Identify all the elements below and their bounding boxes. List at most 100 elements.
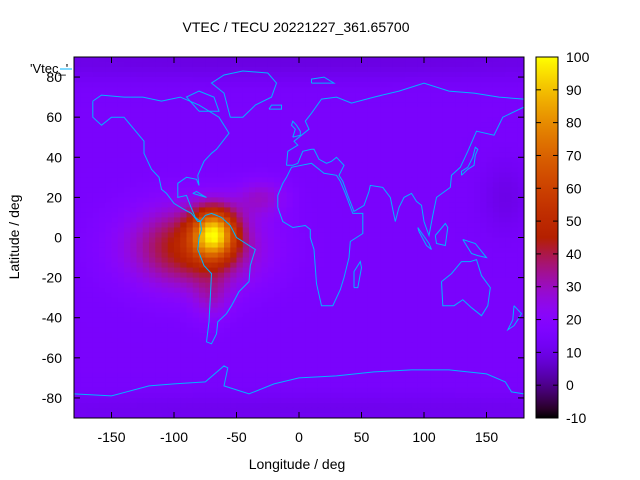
heatmap-cell <box>205 127 213 133</box>
heatmap-cell <box>486 282 494 289</box>
heatmap-cell <box>386 307 394 314</box>
heatmap-cell <box>417 132 425 138</box>
heatmap-cell <box>105 347 113 354</box>
heatmap-cell <box>180 222 188 229</box>
heatmap-cell <box>399 67 406 73</box>
heatmap-cell <box>411 112 419 118</box>
heatmap-cell <box>505 262 513 269</box>
heatmap-cell <box>80 357 88 364</box>
heatmap-cell <box>274 57 281 63</box>
heatmap-cell <box>349 112 356 118</box>
heatmap-cell <box>355 317 363 324</box>
heatmap-cell <box>461 142 469 148</box>
heatmap-cell <box>174 212 181 219</box>
heatmap-cell <box>261 242 269 249</box>
heatmap-cell <box>280 187 288 193</box>
heatmap-cell <box>386 257 394 264</box>
heatmap-cell <box>149 302 156 309</box>
heatmap-cell <box>355 172 363 178</box>
heatmap-cell <box>317 132 325 138</box>
heatmap-cell <box>111 232 119 239</box>
heatmap-cell <box>424 117 431 123</box>
heatmap-cell <box>155 57 163 63</box>
heatmap-cell <box>224 177 231 183</box>
heatmap-cell <box>199 402 206 409</box>
heatmap-cell <box>361 157 369 163</box>
heatmap-cell <box>180 237 188 244</box>
heatmap-cell <box>380 62 388 68</box>
heatmap-cell <box>155 277 163 284</box>
heatmap-cell <box>249 137 256 143</box>
heatmap-cell <box>474 212 481 219</box>
heatmap-cell <box>305 112 313 118</box>
heatmap-cell <box>130 292 138 299</box>
heatmap-cell <box>305 267 313 274</box>
heatmap-cell <box>255 222 263 229</box>
heatmap-cell <box>180 317 188 324</box>
heatmap-cell <box>149 122 156 128</box>
heatmap-cell <box>124 92 131 98</box>
heatmap-cell <box>80 122 88 128</box>
heatmap-cell <box>267 282 275 289</box>
heatmap-cell <box>405 232 413 239</box>
heatmap-cell <box>317 172 325 178</box>
heatmap-cell <box>311 57 319 63</box>
heatmap-cell <box>455 337 463 344</box>
heatmap-cell <box>355 297 363 304</box>
heatmap-cell <box>230 67 238 73</box>
heatmap-cell <box>92 177 100 183</box>
heatmap-cell <box>405 172 413 178</box>
heatmap-cell <box>374 257 381 264</box>
heatmap-cell <box>105 292 113 299</box>
heatmap-cell <box>236 377 244 384</box>
heatmap-cell <box>180 357 188 364</box>
heatmap-cell <box>111 347 119 354</box>
heatmap-cell <box>399 72 406 78</box>
heatmap-cell <box>449 342 456 349</box>
heatmap-cell <box>180 387 188 394</box>
heatmap-cell <box>286 177 294 183</box>
heatmap-cell <box>355 77 363 83</box>
heatmap-cell <box>280 382 288 389</box>
heatmap-cell <box>92 352 100 359</box>
heatmap-cell <box>499 187 506 193</box>
heatmap-cell <box>255 157 263 163</box>
heatmap-cell <box>111 147 119 153</box>
heatmap-cell <box>299 107 306 113</box>
heatmap-cell <box>461 222 469 229</box>
heatmap-cell <box>199 252 206 259</box>
heatmap-cell <box>505 297 513 304</box>
heatmap-cell <box>274 297 281 304</box>
heatmap-cell <box>424 277 431 284</box>
heatmap-cell <box>380 212 388 219</box>
heatmap-cell <box>511 242 519 249</box>
heatmap-cell <box>142 327 150 334</box>
heatmap-cell <box>467 312 475 319</box>
heatmap-cell <box>280 372 288 379</box>
heatmap-cell <box>405 242 413 249</box>
heatmap-cell <box>380 122 388 128</box>
heatmap-cell <box>74 357 81 364</box>
heatmap-cell <box>292 62 300 68</box>
heatmap-cell <box>74 172 81 178</box>
heatmap-cell <box>255 97 263 103</box>
heatmap-cell <box>330 312 338 319</box>
heatmap-cell <box>224 297 231 304</box>
heatmap-cell <box>236 147 244 153</box>
heatmap-cell <box>224 317 231 324</box>
heatmap-cell <box>136 212 144 219</box>
heatmap-cell <box>499 262 506 269</box>
heatmap-cell <box>174 272 181 279</box>
heatmap-cell <box>199 172 206 178</box>
heatmap-cell <box>86 297 94 304</box>
heatmap-cell <box>480 222 488 229</box>
heatmap-cell <box>392 377 400 384</box>
heatmap-cell <box>167 372 175 379</box>
heatmap-cell <box>349 322 356 329</box>
heatmap-cell <box>399 272 406 279</box>
heatmap-cell <box>192 347 200 354</box>
heatmap-cell <box>411 317 419 324</box>
heatmap-cell <box>449 157 456 163</box>
heatmap-cell <box>230 202 238 209</box>
heatmap-cell <box>92 187 100 193</box>
